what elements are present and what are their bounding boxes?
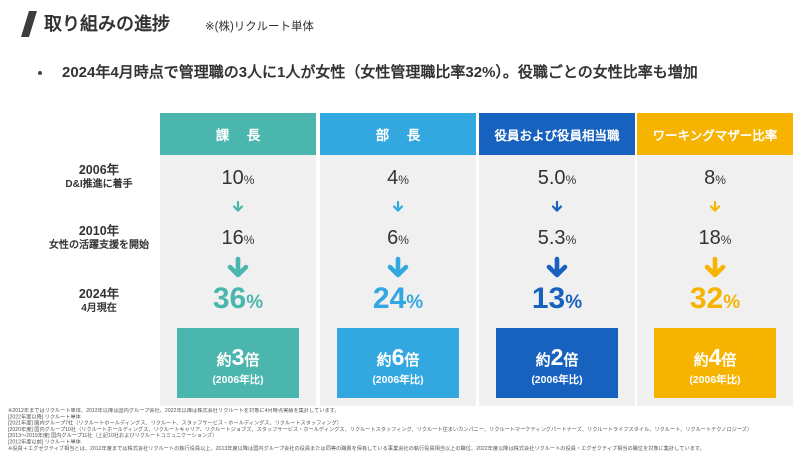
value-cell: 5.3% (479, 226, 635, 250)
growth-basis: (2006年比) (372, 374, 424, 386)
growth-prefix: 約 (693, 352, 709, 369)
value-number: 36 (212, 282, 247, 315)
summary-text: 2024年4月時点で管理職の3人に1人が女性（女性管理職比率32%）。役職ごとの… (62, 64, 698, 81)
value-unit: % (723, 292, 741, 313)
footnote-line: [2012年度以前] リクルート単体 (8, 439, 81, 445)
title-note: ※(株)リクルート単体 (205, 21, 314, 33)
growth-value: 3 (231, 344, 245, 370)
table-column: 役員および役員相当職 5.0% 5.3% 13% 約2倍 (2006年比) (479, 113, 635, 406)
value-number: 5.3 (537, 227, 566, 249)
growth-basis: (2006年比) (531, 374, 583, 386)
growth-basis: (2006年比) (212, 374, 264, 386)
arrow-down-icon (709, 200, 721, 212)
value-unit: % (565, 292, 583, 313)
title-accent-bar (21, 11, 37, 37)
column-header: 課 長 (160, 113, 316, 155)
value-number: 4 (387, 167, 399, 189)
value-number: 24 (372, 282, 407, 315)
arrow-down-icon (546, 256, 568, 278)
value-unit: % (243, 233, 255, 247)
table-column: ワーキングマザー比率 8% 18% 32% 約4倍 (2006年比) (637, 113, 793, 406)
value-cell: 10% (160, 166, 316, 190)
arrow-down-icon (232, 200, 244, 212)
value-number: 16 (221, 227, 244, 249)
footnotes: ※2012年まではリクルート単体、2013年以降は国内グループ会社、2022年以… (8, 408, 798, 458)
footnote-line: [2022年度以降] リクルート単体 (8, 414, 81, 420)
growth-basis: (2006年比) (689, 374, 741, 386)
growth-prefix: 約 (535, 352, 551, 369)
growth-multiplier: 約4倍 (654, 344, 776, 370)
column-header: 部 長 (320, 113, 476, 155)
current-value-cell: 24% (320, 282, 476, 316)
row-description: 女性の活躍支援を開始 (49, 240, 149, 251)
growth-badge: 約4倍 (2006年比) (654, 328, 776, 398)
page-title: 取り組みの進捗 (44, 14, 170, 34)
value-number: 13 (531, 282, 566, 315)
column-header: 役員および役員相当職 (479, 113, 635, 155)
table-column: 課 長 10% 16% 36% 約3倍 (2006年比) (160, 113, 316, 406)
data-table: 2006年 D&I推進に着手 2010年女性の活躍支援を開始 2024年 4月現在 課 長… (40, 113, 793, 406)
value-cell: 5.0% (479, 166, 635, 190)
value-unit: % (406, 292, 424, 313)
growth-suffix: 倍 (404, 352, 420, 369)
current-value-cell: 32% (637, 282, 793, 316)
growth-badge: 約2倍 (2006年比) (496, 328, 618, 398)
value-number: 6 (387, 227, 399, 249)
footnote-line: [2020年度] 国内グループ10社（リクルートホールディングス、リクルートキャ… (8, 426, 753, 433)
arrow-down-icon (551, 200, 563, 212)
value-number: 5.0 (537, 167, 566, 189)
row-year: 2006年 (78, 163, 120, 177)
growth-value: 2 (550, 344, 564, 370)
growth-badge: 約6倍 (2006年比) (337, 328, 459, 398)
row-description: 4月現在 (81, 303, 117, 314)
value-cell: 6% (320, 226, 476, 250)
footnote-line: [2021年度] 国内グループ7社（リクルートホールディングス、リクルート、スタ… (8, 420, 342, 427)
row-description: D&I推進に着手 (65, 179, 133, 190)
row-year: 2024年 (78, 287, 120, 301)
current-value-cell: 13% (479, 282, 635, 316)
value-cell: 8% (637, 166, 793, 190)
row-label: 2006年 D&I推進に着手 (40, 163, 158, 192)
footnote-line: [2013〜2019年度] 国内グループ11社（上記10社およびリクルートコミュ… (8, 433, 218, 439)
growth-multiplier: 約3倍 (177, 344, 299, 370)
value-unit: % (398, 173, 409, 187)
growth-value: 6 (391, 344, 405, 370)
value-number: 8 (704, 167, 716, 189)
arrow-down-icon (387, 256, 409, 278)
current-value-cell: 36% (160, 282, 316, 316)
value-unit: % (720, 233, 732, 247)
footnote-line: ※役員＋エグゼクティブ相当とは、2012年度までは株式会社リクルートの執行役員以… (8, 445, 705, 452)
growth-suffix: 倍 (244, 352, 260, 369)
growth-multiplier: 約6倍 (337, 344, 459, 370)
value-unit: % (398, 233, 409, 247)
footnote-line: ※2012年まではリクルート単体、2013年以降は国内グループ会社、2022年以… (8, 408, 340, 414)
value-unit: % (715, 173, 726, 187)
row-year: 2010年 (78, 224, 120, 238)
growth-value: 4 (708, 344, 722, 370)
value-number: 32 (689, 282, 724, 315)
arrow-down-icon (392, 200, 404, 212)
value-number: 10 (221, 167, 244, 189)
value-unit: % (243, 173, 255, 187)
value-cell: 16% (160, 226, 316, 250)
row-label: 2010年女性の活躍支援を開始 (40, 224, 158, 253)
value-number: 18 (698, 227, 721, 249)
bullet-icon (38, 71, 42, 75)
column-header: ワーキングマザー比率 (637, 113, 793, 155)
value-unit: % (565, 173, 577, 187)
arrow-down-icon (227, 256, 249, 278)
growth-prefix: 約 (376, 352, 392, 369)
row-label: 2024年 4月現在 (40, 287, 158, 316)
growth-prefix: 約 (216, 352, 232, 369)
growth-multiplier: 約2倍 (496, 344, 618, 370)
value-unit: % (246, 292, 264, 313)
table-column: 部 長 4% 6% 24% 約6倍 (2006年比) (320, 113, 476, 406)
arrow-down-icon (704, 256, 726, 278)
growth-badge: 約3倍 (2006年比) (177, 328, 299, 398)
growth-suffix: 倍 (563, 352, 579, 369)
value-cell: 18% (637, 226, 793, 250)
value-unit: % (565, 233, 577, 247)
growth-suffix: 倍 (721, 352, 737, 369)
value-cell: 4% (320, 166, 476, 190)
